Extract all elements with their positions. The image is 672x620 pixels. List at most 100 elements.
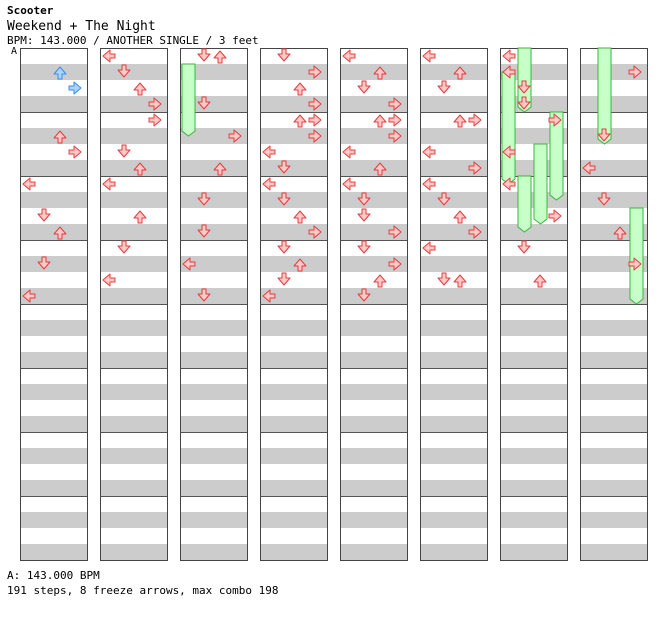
left-arrow [262,177,276,191]
beat-stripe [20,480,88,496]
right-arrow [388,257,402,271]
beat-stripe [580,128,648,144]
down-arrow [437,80,451,94]
beat-stripe [100,480,168,496]
beat-stripe [100,448,168,464]
chart-column [20,48,88,561]
up-arrow [453,66,467,80]
beat-stripe [260,416,328,432]
freeze-arrow [533,143,548,225]
beat-stripe [260,192,328,208]
beat-stripe [100,128,168,144]
down-arrow [597,128,611,142]
down-arrow [37,256,51,270]
down-arrow [197,224,211,238]
beat-stripe [340,96,408,112]
column-border [580,48,648,561]
up-arrow [293,82,307,96]
beat-stripe [340,256,408,272]
beat-stripe [180,320,248,336]
up-arrow [213,162,227,176]
beat-stripe [340,320,408,336]
down-arrow [357,80,371,94]
left-arrow [422,145,436,159]
beat-stripe [340,64,408,80]
right-arrow [388,97,402,111]
beat-stripe [580,480,648,496]
up-arrow [373,114,387,128]
freeze-arrow [501,71,516,185]
right-arrow [308,65,322,79]
up-arrow [133,162,147,176]
beat-stripe [180,512,248,528]
beat-stripe [180,384,248,400]
right-arrow [148,113,162,127]
beat-stripe [500,384,568,400]
beat-stripe [420,416,488,432]
left-arrow [502,177,516,191]
freeze-arrow [629,207,644,305]
up-arrow [373,162,387,176]
beat-stripe [260,320,328,336]
beat-stripe [340,448,408,464]
column-border [340,48,408,561]
beat-stripe [20,224,88,240]
up-arrow [533,274,547,288]
down-arrow [357,240,371,254]
beat-stripe [180,416,248,432]
beat-stripe [420,288,488,304]
right-arrow [628,65,642,79]
up-arrow [373,66,387,80]
beat-stripe [580,544,648,560]
chart-info: BPM: 143.000 / ANOTHER SINGLE / 3 feet [7,34,259,47]
beat-stripe [500,320,568,336]
beat-stripe [340,512,408,528]
beat-stripe [260,480,328,496]
beat-stripe [260,160,328,176]
down-arrow [197,288,211,302]
beat-stripe [100,416,168,432]
right-arrow [468,225,482,239]
down-arrow [277,240,291,254]
beat-stripe [180,64,248,80]
beat-stripe [20,288,88,304]
up-arrow [133,210,147,224]
beat-stripe [420,224,488,240]
song-title: Weekend + The Night [7,19,156,34]
beat-stripe [500,256,568,272]
beat-stripe [260,288,328,304]
beat-stripe [420,192,488,208]
beat-stripe [100,64,168,80]
up-arrow [293,114,307,128]
up-arrow [293,258,307,272]
beat-stripe [260,512,328,528]
left-arrow [22,289,36,303]
beat-stripe [340,384,408,400]
left-arrow [342,49,356,63]
left-arrow [422,241,436,255]
beat-stripe [260,128,328,144]
column-border [20,48,88,561]
down-arrow [357,208,371,222]
down-arrow [197,96,211,110]
column-border [260,48,328,561]
down-arrow [117,240,131,254]
up-arrow [213,50,227,64]
beat-stripe [420,544,488,560]
left-arrow [22,177,36,191]
right-arrow [308,113,322,127]
beat-stripe [260,352,328,368]
beat-stripe [180,448,248,464]
beat-stripe [580,384,648,400]
beat-stripe [340,224,408,240]
right-arrow [308,97,322,111]
beat-stripe [260,384,328,400]
up-arrow [53,130,67,144]
chart-column [100,48,168,561]
beat-stripe [500,544,568,560]
beat-stripe [20,352,88,368]
down-arrow [277,272,291,286]
beat-stripe [500,512,568,528]
beat-stripe [580,416,648,432]
beat-stripe [420,160,488,176]
